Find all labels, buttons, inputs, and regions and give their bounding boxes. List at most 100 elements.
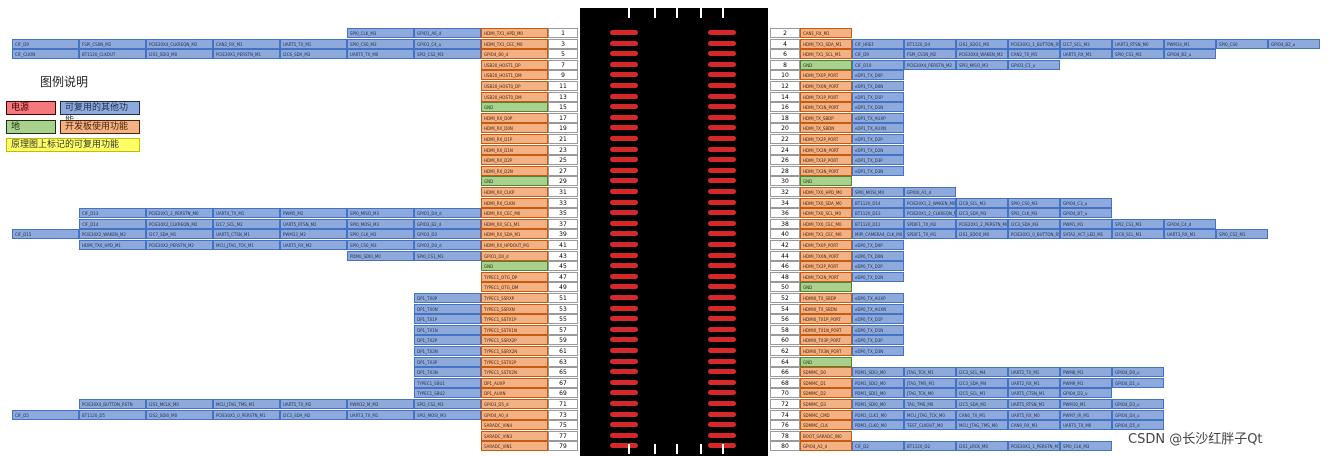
legend-dev-function: 开发板使用功能 xyxy=(60,120,140,134)
alt-function: GPIO3_C1_u xyxy=(1008,59,1060,70)
alt-function: BT1120_D13 xyxy=(852,208,904,219)
pin-signal: HDMI_TX1P_PORT xyxy=(800,91,852,102)
alt-function: MCU_JTAG_TCK_M1 xyxy=(213,240,280,250)
pin-number: 20 xyxy=(770,123,800,134)
pin-signal: HDMI_RX_D2P xyxy=(481,155,548,166)
alt-function: PWM8_M1 xyxy=(1060,367,1112,378)
pin-number: 40 xyxy=(770,229,800,240)
alt-function: SPDIF1_TX_M2 xyxy=(904,218,956,229)
pin-signal: TYPEC1_SSRX2P xyxy=(481,335,548,346)
legend-other-function: 可复用的其他功能 xyxy=(60,101,140,126)
pin-number: 4 xyxy=(770,38,800,49)
alt-function: GPIO1_A6_d xyxy=(414,28,481,38)
pin-number: 55 xyxy=(548,314,578,325)
alt-function: PCIE20X1_2_PERSTN_M0 xyxy=(956,218,1008,229)
connector-slot xyxy=(610,72,638,78)
connector-slot xyxy=(610,30,638,35)
pin-number: 19 xyxy=(548,123,578,134)
pin-number: 23 xyxy=(548,144,578,155)
pin-signal: TYPEC1_SSTX1P xyxy=(481,314,548,325)
alt-function: eDP0_TX_D3N xyxy=(852,346,904,356)
connector-slot xyxy=(708,72,736,78)
alt-function: PDM1_CLK0_M0 xyxy=(852,420,904,431)
alt-function: CIF_CLKIN xyxy=(12,49,79,60)
alt-function: PCIE30X2_PERSTN_M2 xyxy=(146,240,213,250)
pin-number: 65 xyxy=(548,367,578,378)
connector-slot xyxy=(708,263,736,269)
alt-function: UART5_RTSN_M2 xyxy=(280,218,347,229)
alt-function: GPIO3_D0_d xyxy=(414,240,481,250)
pin-number: 63 xyxy=(548,356,578,367)
connector-slot xyxy=(610,432,638,438)
pin-signal: HDMI_TX_SBDN xyxy=(800,123,852,134)
pin-number: 53 xyxy=(548,303,578,314)
alt-function: GPIO4_D4_u xyxy=(1112,409,1164,420)
pin-number: 27 xyxy=(548,165,578,176)
alt-function: DP1_TX2N xyxy=(414,346,481,356)
pin-signal: HDMI_TX0_SCL_M0 xyxy=(800,208,852,219)
pin-number: 1 xyxy=(548,28,578,38)
pin-number: 76 xyxy=(770,420,800,431)
pin-number: 8 xyxy=(770,59,800,70)
alt-function: I2S1_MCLK_M0 xyxy=(146,399,213,409)
pin-signal: HDMI_TX0N_PORT xyxy=(800,81,852,91)
pin-number: 43 xyxy=(548,250,578,261)
connector-slot xyxy=(708,422,736,428)
pin-number: 48 xyxy=(770,271,800,282)
alt-function: MCU_JTAG_TCK_M0 xyxy=(904,409,956,420)
alt-function: I2C5_SCL_M1 xyxy=(956,388,1008,399)
alt-function: MCU_JTAG_TMS_M0 xyxy=(956,420,1008,431)
connector-slot xyxy=(610,401,638,406)
pin-signal: TYPEC1_OTG_DM xyxy=(481,282,548,293)
pin-number: 41 xyxy=(548,240,578,250)
pin-number: 46 xyxy=(770,261,800,272)
alt-function: PCIE30X4_CLKREQN_M2 xyxy=(146,38,213,49)
alt-function: GPIO1_C4_u xyxy=(414,38,481,49)
connector-slot xyxy=(610,40,638,46)
pin-signal: TYPEC1_OTG_DP xyxy=(481,271,548,282)
connector-slot xyxy=(708,379,736,385)
alt-function: PCIE30X1_0_PERSTN_M1 xyxy=(213,409,280,420)
alt-function: PCIE30X4_BUTTON_RSTN xyxy=(79,399,146,409)
pin-number: 44 xyxy=(770,250,800,261)
connector-slot xyxy=(708,432,736,438)
pin-signal: SDMMC_CLK xyxy=(800,420,852,431)
connector-slot xyxy=(708,178,736,184)
pin-signal: CAN1_RX_M1 xyxy=(800,28,852,38)
alt-function: GPIO4_D3_u xyxy=(1112,399,1164,409)
alt-function: CIF_D2 xyxy=(852,441,904,452)
alt-function: PDM1_SDI2_M0 xyxy=(852,377,904,388)
pin-number: 31 xyxy=(548,187,578,197)
alt-function: I2C5_SDA_M1 xyxy=(956,399,1008,409)
alt-function: JTAG_TCK_M0 xyxy=(904,388,956,399)
alt-function: CAN0_RX_M1 xyxy=(1008,420,1060,431)
pin-signal: SARADC_VIN3 xyxy=(481,430,548,441)
pin-number: 71 xyxy=(548,399,578,409)
pin-signal: GND xyxy=(800,59,852,70)
alt-function: UART2_RX_M1 xyxy=(1008,377,1060,388)
alt-function: I2C8_SCL_M1 xyxy=(1112,229,1164,240)
alt-function: SPI2_MOSI_M3 xyxy=(414,409,481,420)
alt-function: GPIO4_C4_d xyxy=(1164,218,1216,229)
pin-signal: HDMI_TX1_SCL_M1 xyxy=(800,49,852,60)
alt-function: eDP0_TX_D1N xyxy=(852,324,904,335)
pin-signal: SARADC_VIN1 xyxy=(481,441,548,452)
pin-signal: HDMI_RX_D0N xyxy=(481,123,548,134)
pin-number: 15 xyxy=(548,102,578,113)
pin-signal: HDMI_RX_SDA_M1 xyxy=(481,229,548,240)
connector-slot xyxy=(610,93,638,99)
alt-function: CIF_D14 xyxy=(79,218,146,229)
alt-function: I2C3_SCL_M4 xyxy=(956,367,1008,378)
connector-slot xyxy=(708,93,736,99)
alt-function: PCIE20X1_2_CLKREQN_M0 xyxy=(904,208,956,219)
pin-signal: DP1_AUXP xyxy=(481,377,548,388)
alt-function: I2C3_SDA_M3 xyxy=(1008,218,1060,229)
pin-number: 52 xyxy=(770,293,800,303)
alt-function: PCIE30X1_0_BUTTON_RSTN xyxy=(1008,229,1060,240)
pin-signal: HDMI_TX1_HPD_M0 xyxy=(481,28,548,38)
connector-tick xyxy=(722,8,724,18)
pin-signal: HDMI_RX_CLKN xyxy=(481,197,548,208)
pin-number: 75 xyxy=(548,420,578,431)
alt-function: SPI0_CS0_M3 xyxy=(347,240,414,250)
connector-slot xyxy=(708,220,736,226)
